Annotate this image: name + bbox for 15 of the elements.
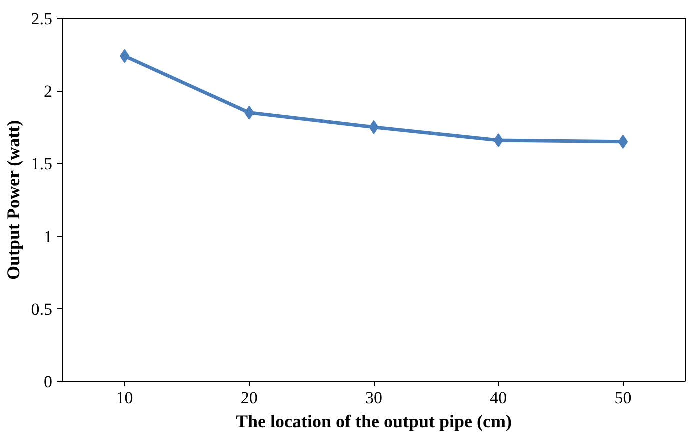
y-tick-label: 1 bbox=[44, 227, 52, 246]
x-tick-label: 40 bbox=[490, 388, 508, 408]
y-axis-title: Output Power (watt) bbox=[3, 120, 24, 280]
x-axis-title: The location of the output pipe (cm) bbox=[236, 412, 512, 432]
point bbox=[618, 134, 628, 149]
x-tick-label: 30 bbox=[366, 388, 382, 408]
y-tick-label: 2.5 bbox=[31, 10, 52, 28]
y-tick-label: 0 bbox=[44, 372, 52, 392]
y-tick-label: 0.5 bbox=[31, 300, 52, 319]
y-tick-label: 2 bbox=[44, 82, 52, 102]
point bbox=[120, 49, 130, 64]
y-tick-label: 1.5 bbox=[31, 154, 52, 174]
x-tick-label: 50 bbox=[614, 388, 632, 408]
x-tick-label: 10 bbox=[116, 388, 134, 408]
x-tick-label: 20 bbox=[240, 388, 258, 408]
